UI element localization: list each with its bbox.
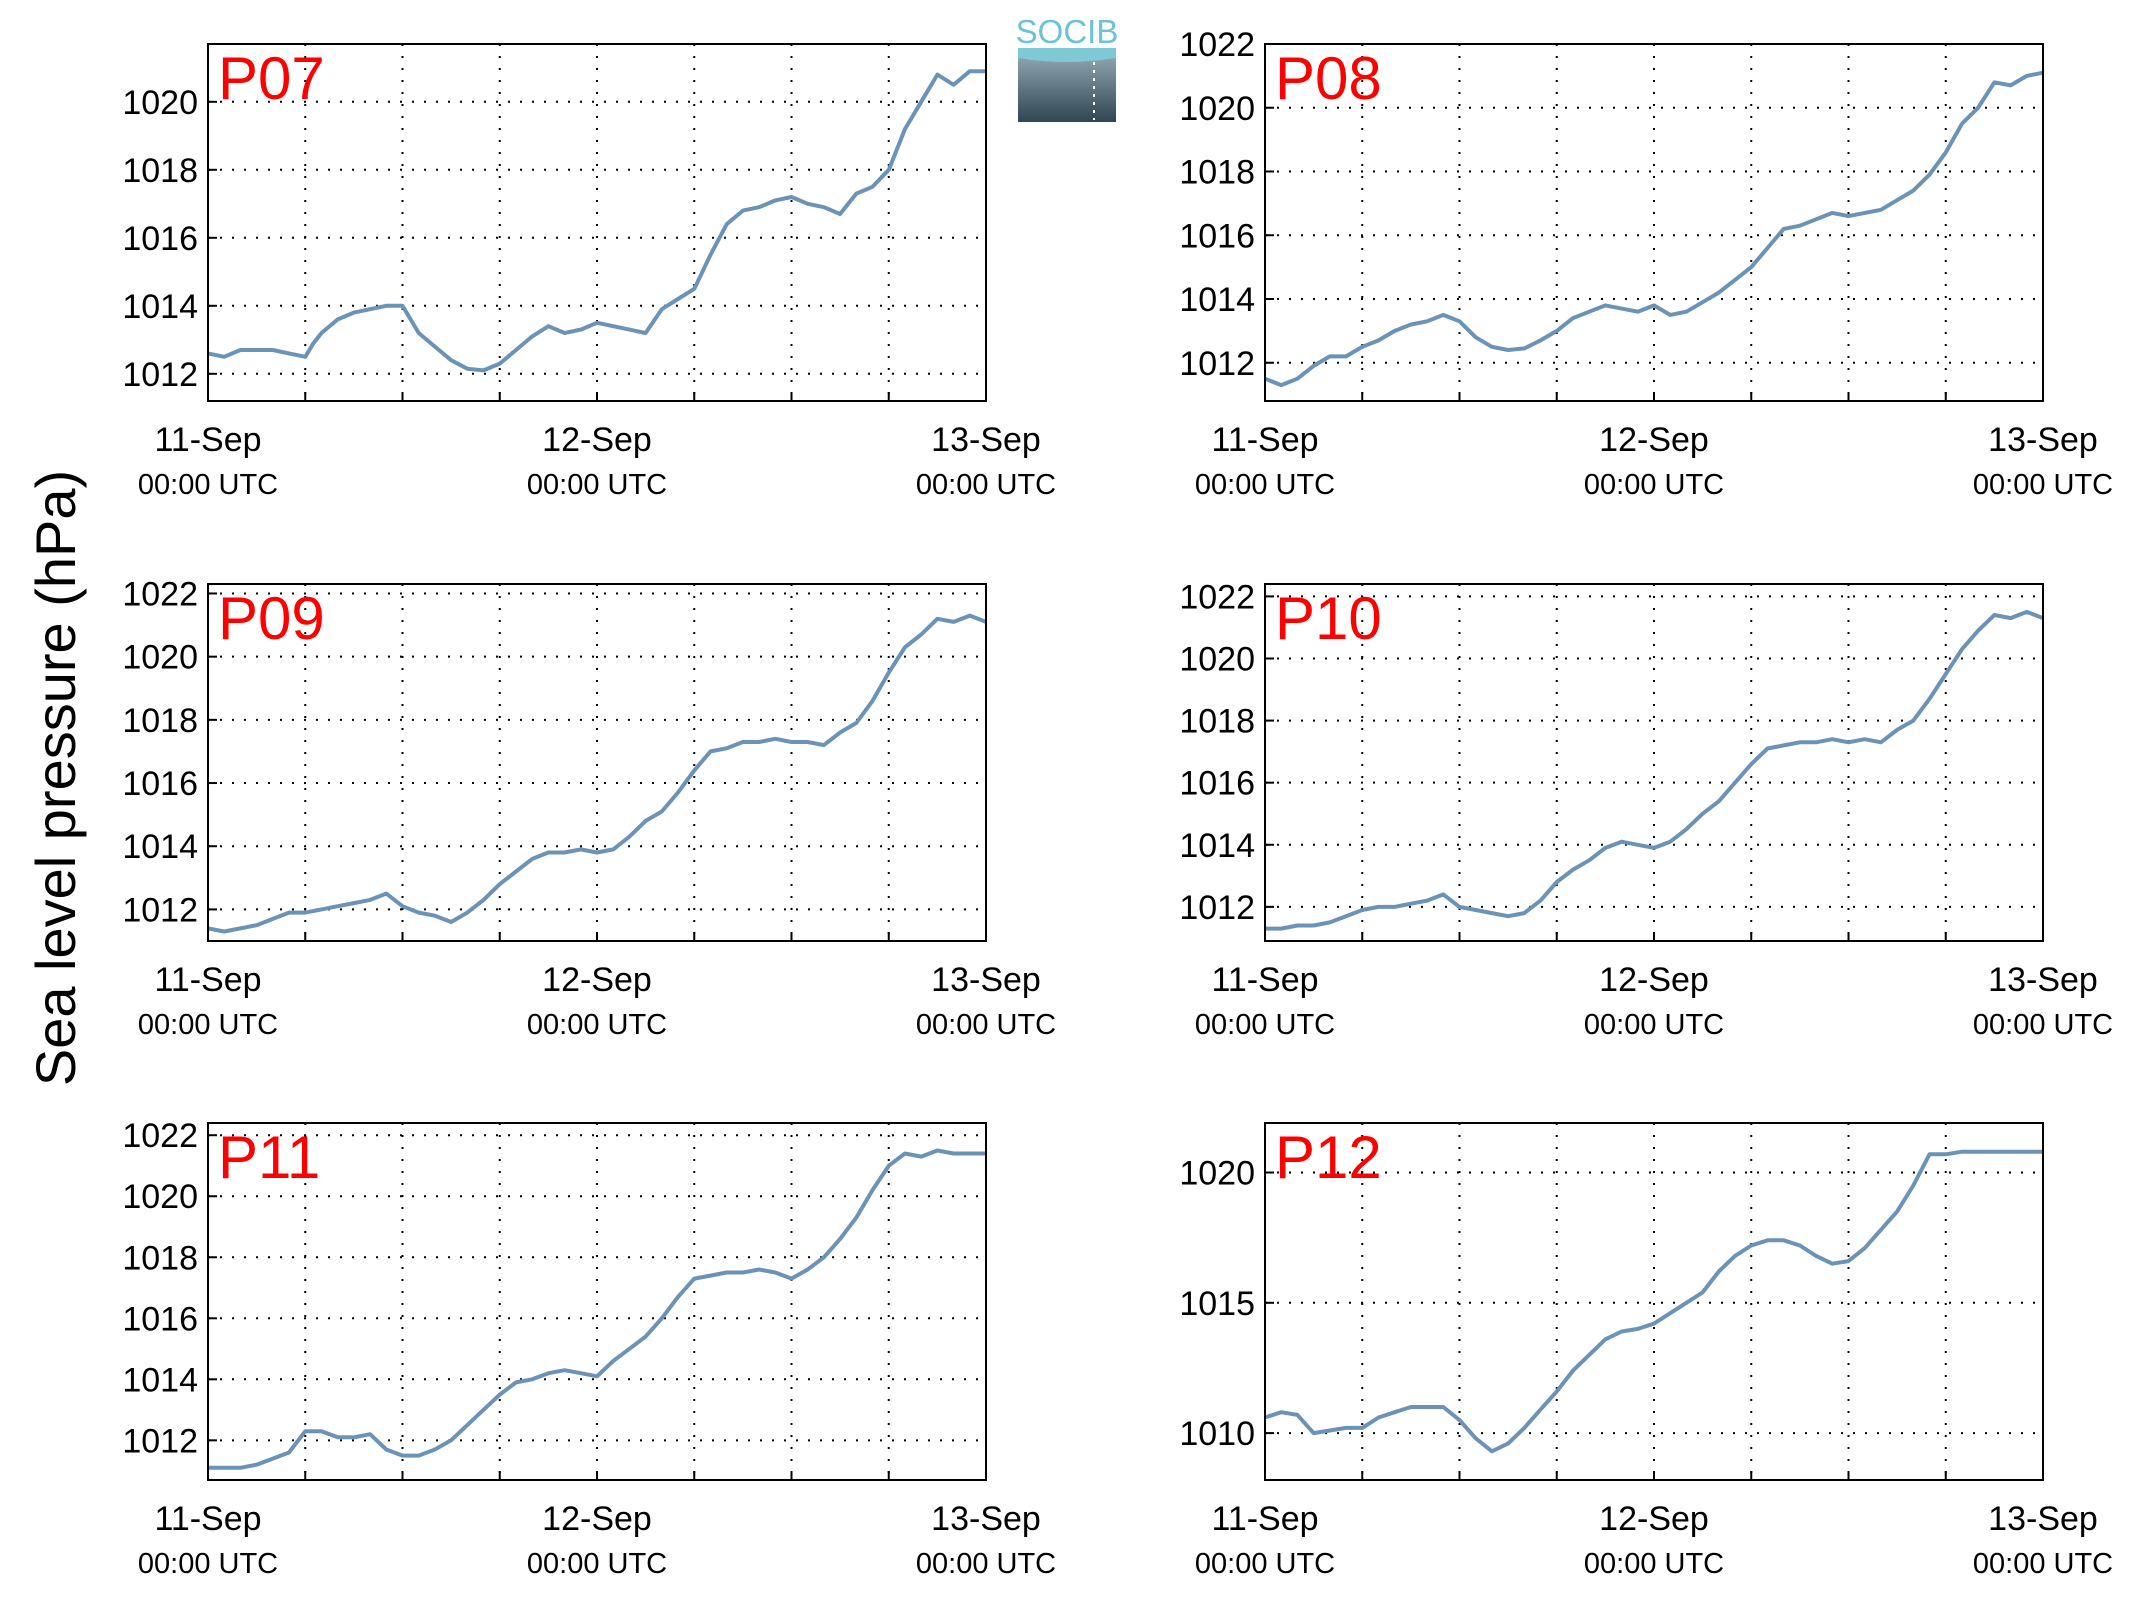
x-tick-sublabel: 00:00 UTC <box>138 1548 278 1580</box>
panel-label: P08 <box>1275 45 1382 112</box>
y-tick-label: 1014 <box>1179 827 1255 865</box>
y-tick-label: 1022 <box>122 575 198 613</box>
x-tick-sublabel: 00:00 UTC <box>1584 1548 1724 1580</box>
x-tick-label: 12-Sep <box>542 421 652 459</box>
y-tick-label: 1014 <box>122 1361 198 1399</box>
series-line <box>1264 70 2044 388</box>
panel-label: P12 <box>1275 1124 1382 1191</box>
panel-p09: 1012 1014 1016 1018 1020 1022 P09 11-Sep 00:00 U… <box>122 575 1056 1041</box>
x-tick-label: 11-Sep <box>1211 961 1318 999</box>
socib-logo-text: SOCIB <box>1016 13 1119 50</box>
y-tick-label: 1014 <box>1179 281 1255 319</box>
y-tick-label: 1016 <box>122 220 198 258</box>
figure-ylabel: Sea level pressure (hPa) <box>24 470 87 1086</box>
y-tick-label: 1014 <box>122 828 198 866</box>
x-tick-sublabel: 00:00 UTC <box>916 1009 1056 1041</box>
y-tick-label: 1018 <box>122 152 198 190</box>
y-tick-label: 1020 <box>122 1178 198 1216</box>
series-line <box>207 613 987 934</box>
x-tick-sublabel: 00:00 UTC <box>138 1009 278 1041</box>
plot-frame <box>207 43 987 402</box>
x-tick-sublabel: 00:00 UTC <box>1973 469 2113 501</box>
x-tick-label: 13-Sep <box>931 1500 1041 1538</box>
x-tick-sublabel: 00:00 UTC <box>1973 1548 2113 1580</box>
x-tick-sublabel: 00:00 UTC <box>527 469 667 501</box>
panel-p11: 1012 1014 1016 1018 1020 1022 P11 11-Sep 00:00 U… <box>122 1117 1056 1580</box>
y-tick-label: 1022 <box>1179 578 1255 616</box>
series-line <box>1264 1149 2043 1454</box>
panel-p10: 1012 1014 1016 1018 1020 1022 P10 11-Sep 00:00 U… <box>1179 578 2113 1041</box>
x-tick-label: 13-Sep <box>931 421 1041 459</box>
y-tick-label: 1012 <box>122 891 198 929</box>
x-tick-label: 12-Sep <box>542 1500 652 1538</box>
y-tick-label: 1016 <box>122 765 198 803</box>
x-tick-sublabel: 00:00 UTC <box>1584 469 1724 501</box>
x-tick-sublabel: 00:00 UTC <box>138 469 278 501</box>
panel-p08: 1012 1014 1016 1018 1020 1022 P08 11-Sep 00:00 U… <box>1179 26 2113 501</box>
panel-p12: 1010 1015 1020 P12 11-Sep 00:00 UTC 12-Sep 00:0… <box>1179 1122 2113 1580</box>
plot-frame <box>1264 43 2044 402</box>
y-tick-label: 1014 <box>122 288 198 326</box>
y-tick-label: 1018 <box>1179 703 1255 741</box>
plot-frame <box>207 583 987 942</box>
x-tick-label: 12-Sep <box>1599 1500 1709 1538</box>
x-tick-label: 13-Sep <box>1988 1500 2098 1538</box>
y-tick-label: 1020 <box>1179 641 1255 679</box>
panel-p07: 1012 1014 1016 1018 1020 P07 11-Sep 00:00 UTC 12… <box>122 43 1056 501</box>
series-line <box>208 1148 986 1470</box>
y-tick-label: 1016 <box>122 1300 198 1338</box>
panel-label: P10 <box>1275 585 1382 652</box>
y-tick-label: 1022 <box>122 1117 198 1155</box>
x-tick-label: 11-Sep <box>154 961 261 999</box>
y-tick-label: 1016 <box>1179 765 1255 803</box>
socib-logo: SOCIB <box>1016 13 1119 122</box>
x-tick-label: 11-Sep <box>154 1500 261 1538</box>
y-tick-label: 1012 <box>1179 345 1255 383</box>
x-tick-sublabel: 00:00 UTC <box>527 1548 667 1580</box>
x-tick-label: 12-Sep <box>542 961 652 999</box>
x-tick-sublabel: 00:00 UTC <box>1973 1009 2113 1041</box>
y-tick-label: 1012 <box>1179 889 1255 927</box>
panel-label: P09 <box>218 585 325 652</box>
series-line <box>1265 609 2044 931</box>
x-tick-sublabel: 00:00 UTC <box>1584 1009 1724 1041</box>
x-tick-label: 11-Sep <box>1211 1500 1318 1538</box>
y-tick-label: 1010 <box>1179 1415 1255 1453</box>
x-tick-sublabel: 00:00 UTC <box>1195 469 1335 501</box>
x-tick-sublabel: 00:00 UTC <box>1195 1009 1335 1041</box>
y-tick-label: 1015 <box>1179 1285 1255 1323</box>
x-tick-label: 13-Sep <box>931 961 1041 999</box>
y-tick-label: 1020 <box>122 639 198 677</box>
y-tick-label: 1018 <box>122 702 198 740</box>
plot-frame <box>207 1122 987 1481</box>
x-tick-sublabel: 00:00 UTC <box>916 469 1056 501</box>
y-tick-label: 1018 <box>1179 154 1255 192</box>
y-tick-label: 1012 <box>122 1422 198 1460</box>
y-tick-label: 1022 <box>1179 26 1255 64</box>
y-tick-label: 1020 <box>1179 90 1255 128</box>
panel-label: P07 <box>218 45 325 112</box>
x-tick-sublabel: 00:00 UTC <box>1195 1548 1335 1580</box>
plot-frame <box>1264 583 2044 942</box>
x-tick-label: 13-Sep <box>1988 961 2098 999</box>
x-tick-sublabel: 00:00 UTC <box>916 1548 1056 1580</box>
y-tick-label: 1020 <box>122 84 198 122</box>
y-tick-label: 1018 <box>122 1239 198 1277</box>
x-tick-label: 13-Sep <box>1988 421 2098 459</box>
panel-label: P11 <box>218 1124 320 1191</box>
y-tick-label: 1016 <box>1179 217 1255 255</box>
panels: 1012 1014 1016 1018 1020 P07 11-Sep 00:00 UTC 12… <box>122 26 2113 1580</box>
x-tick-sublabel: 00:00 UTC <box>527 1009 667 1041</box>
y-tick-label: 1020 <box>1179 1155 1255 1193</box>
x-tick-label: 12-Sep <box>1599 421 1709 459</box>
x-tick-label: 12-Sep <box>1599 961 1709 999</box>
series-line <box>207 69 986 373</box>
x-tick-label: 11-Sep <box>1211 421 1318 459</box>
y-tick-label: 1012 <box>122 356 198 394</box>
plot-frame <box>1264 1122 2044 1481</box>
x-tick-label: 11-Sep <box>154 421 261 459</box>
